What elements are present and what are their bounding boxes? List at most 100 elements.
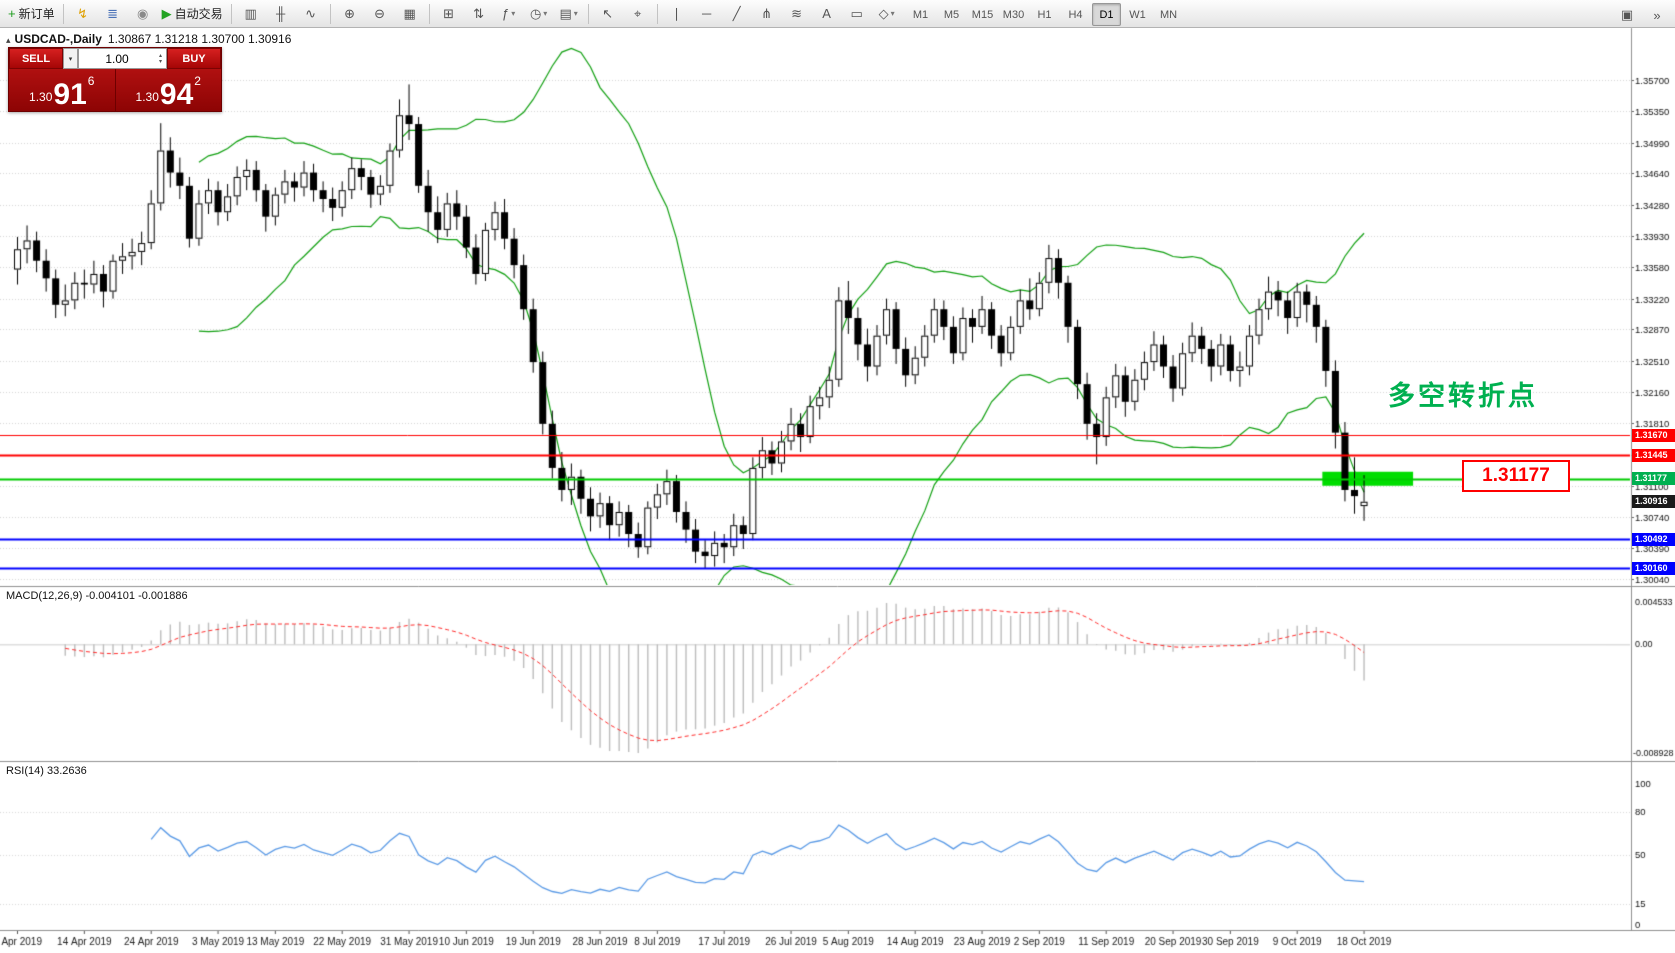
cursor-icon: ↖ [602, 5, 614, 21]
chart-annotation-text: 多空转折点 [1388, 381, 1538, 411]
sell-button[interactable]: SELL [9, 48, 63, 69]
sell-price-big-digits: 91 [53, 78, 87, 111]
chevron-down-icon: ▾ [511, 9, 516, 18]
indicators-icon: ƒ [502, 6, 510, 21]
bolt-icon: ↯ [77, 5, 89, 21]
crosshair-icon: ⌖ [633, 5, 642, 21]
pivot-marker: 1.31177 [1632, 472, 1675, 486]
trendline-icon[interactable]: ╱ [723, 2, 751, 26]
timeframe-m1[interactable]: M1 [912, 8, 929, 21]
fibonacci-icon: ≋ [791, 5, 803, 21]
zoom-out-icon: ⊖ [374, 5, 386, 21]
indicators-icon[interactable]: ƒ ▾ [495, 2, 523, 26]
grid-icon: ▦ [403, 5, 416, 21]
zoom-out-icon[interactable]: ⊖ [366, 2, 394, 26]
chevron-down-icon: ▾ [543, 9, 548, 18]
new-order-button[interactable]: + 新订单 [5, 2, 58, 26]
stepper-up-icon[interactable]: ▴ [158, 52, 162, 59]
bar-chart-icon[interactable]: ▥ [237, 2, 265, 26]
sell-price-prefix: 1.30 [29, 90, 53, 104]
toolbar-separator [62, 3, 64, 24]
scripts-icon[interactable]: ≣ [99, 2, 127, 26]
cursor-icon[interactable]: ↖ [594, 2, 622, 26]
toolbar-left-group: + 新订单 ↯ ≣ ◉ ▶ 自动交易 ▥ ╫ ∿ ⊕ ⊖ ▦ ⊞ ⇅ ƒ ▾ ◷ ▾ ▤ ▾ ↖ ⌖ ∣ ─ ╱ ⋔ ≋ A ▭ ◇ ▾ [4, 2, 902, 26]
zoom-in-icon: ⊕ [344, 5, 356, 21]
sound-icon[interactable]: ◉ [129, 2, 157, 26]
chart-symbol-period: USDCAD-,Daily [14, 32, 102, 46]
vertical-line-icon[interactable]: ∣ [663, 2, 691, 26]
line-chart-icon[interactable]: ∿ [297, 2, 325, 26]
price-divider [114, 69, 116, 111]
buy-price-display[interactable]: 1.30 94 2 [116, 69, 222, 111]
timeframe-w1[interactable]: W1 [1129, 8, 1146, 21]
zoom-in-icon[interactable]: ⊕ [336, 2, 364, 26]
bolt-icon[interactable]: ↯ [69, 2, 97, 26]
stepper-down-icon[interactable]: ▾ [158, 58, 162, 65]
crosshair-icon[interactable]: ⌖ [624, 2, 652, 26]
channel-icon[interactable]: ⋔ [753, 2, 781, 26]
label-icon: ▭ [850, 5, 863, 21]
more-tools-icon[interactable]: » [1643, 3, 1671, 27]
shapes-icon: ◇ [878, 5, 889, 21]
buy-price-big-digits: 94 [159, 78, 194, 111]
periods-icon: ◷ [529, 5, 542, 21]
price-label-box: 1.31177 [1462, 460, 1570, 492]
timeframe-d1[interactable]: D1 [1092, 3, 1121, 26]
text-icon[interactable]: A [813, 2, 841, 26]
sound-icon: ◉ [136, 5, 149, 21]
periods-icon[interactable]: ◷ ▾ [525, 2, 553, 26]
candlestick-chart-icon: ╫ [276, 6, 286, 21]
volume-field[interactable]: 1.00 ▴ ▾ [78, 48, 167, 69]
autotrading-button: ▶ [161, 5, 172, 21]
grid-icon[interactable]: ▦ [396, 2, 424, 26]
horizontal-line-icon[interactable]: ─ [693, 2, 721, 26]
trendline-icon: ╱ [732, 5, 741, 21]
timeframe-h1[interactable]: H1 [1037, 8, 1052, 21]
chart-window-icon: ▣ [1620, 7, 1634, 22]
timeframe-h4[interactable]: H4 [1068, 8, 1083, 21]
text-icon: A [822, 6, 831, 21]
new-order-button-label: 新订单 [18, 7, 55, 21]
candlestick-chart-icon[interactable]: ╫ [267, 2, 295, 26]
templates-icon: ▤ [559, 5, 572, 21]
toolbar-right-group: ▣» [1612, 3, 1672, 27]
chart-title: ▴ USDCAD-,Daily 1.30867 1.31218 1.30700 1.… [6, 32, 291, 46]
toolbar-separator [230, 3, 232, 24]
fibonacci-icon[interactable]: ≋ [783, 2, 811, 26]
horizontal-line-icon: ─ [702, 6, 712, 21]
timeframe-m15[interactable]: M15 [971, 8, 994, 21]
timeframe-mn[interactable]: MN [1159, 8, 1178, 21]
timeframe-m30[interactable]: M30 [1002, 8, 1025, 21]
support-marker-1: 1.30492 [1632, 532, 1675, 546]
timeframe-toolbar: M1 M5 M15 M30 H1 H4 D1 W1 MN [905, 3, 1184, 26]
chevron-down-icon: ▾ [68, 55, 73, 63]
auto-arrange-icon: ⇅ [473, 5, 485, 21]
autotrading-button[interactable]: ▶ 自动交易 [159, 2, 226, 26]
rsi-header: RSI(14) 33.2636 [6, 765, 87, 777]
sell-price-display[interactable]: 1.30 91 6 [9, 69, 115, 111]
buy-button[interactable]: BUY [167, 48, 221, 69]
line-chart-icon: ∿ [305, 5, 317, 21]
more-tools-icon: » [1653, 7, 1661, 23]
bar-chart-icon: ▥ [244, 5, 257, 21]
templates-icon[interactable]: ▤ ▾ [555, 2, 583, 26]
collapse-triangle-icon[interactable]: ▴ [6, 35, 11, 45]
auto-arrange-icon[interactable]: ⇅ [465, 2, 493, 26]
volume-value: 1.00 [105, 51, 129, 66]
resistance-marker-1: 1.31670 [1632, 428, 1675, 442]
autotrading-button-label: 自动交易 [174, 7, 223, 21]
tile-windows-icon[interactable]: ⊞ [435, 2, 463, 26]
order-options-dropdown[interactable]: ▾ [63, 48, 78, 69]
chart-window-icon[interactable]: ▣ [1613, 3, 1641, 27]
channel-icon: ⋔ [761, 5, 773, 21]
shapes-icon[interactable]: ◇ ▾ [873, 2, 901, 26]
timeframe-m5[interactable]: M5 [943, 8, 960, 21]
chevron-down-icon: ▾ [890, 9, 895, 18]
vertical-line-icon: ∣ [673, 5, 680, 21]
label-icon[interactable]: ▭ [843, 2, 871, 26]
buy-price-prefix: 1.30 [135, 90, 159, 104]
toolbar-separator [656, 3, 658, 24]
volume-stepper[interactable]: ▴ ▾ [155, 53, 166, 65]
tile-windows-icon: ⊞ [443, 5, 455, 21]
